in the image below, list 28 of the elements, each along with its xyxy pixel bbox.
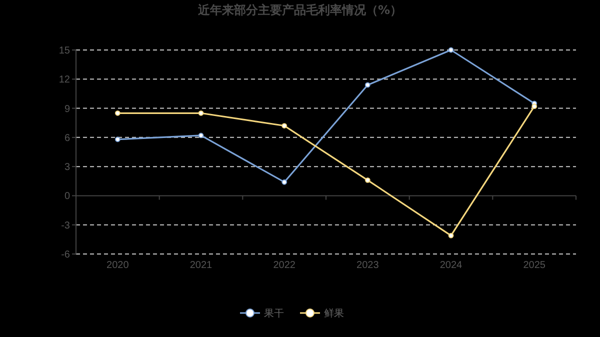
legend-label: 果干 <box>264 308 284 320</box>
y-tick-label: 15 <box>58 46 70 56</box>
point <box>114 136 120 142</box>
point <box>114 110 120 116</box>
y-tick-label: 12 <box>58 74 70 86</box>
y-tick-label: -3 <box>61 220 70 232</box>
x-tick-label: 2023 <box>356 260 380 271</box>
x-tick-label: 2024 <box>440 260 463 271</box>
point <box>282 123 288 128</box>
point <box>532 104 538 110</box>
point <box>198 110 204 116</box>
point <box>282 179 288 185</box>
x-tick-label: 2025 <box>523 260 546 271</box>
point <box>364 177 370 183</box>
x-tick-label: 2020 <box>106 260 130 271</box>
y-tick-label: 9 <box>64 104 70 115</box>
x-tick-label: 2022 <box>273 260 296 271</box>
chart-title: 近年来部分主要产品毛利率情况（%） <box>196 3 402 17</box>
point <box>364 82 370 88</box>
point <box>198 132 204 138</box>
x-tick-label: 2021 <box>190 260 213 271</box>
legend-label: 鲜果 <box>324 308 344 320</box>
y-tick-label: 3 <box>64 162 70 174</box>
point <box>448 47 454 53</box>
y-tick-label: 0 <box>64 191 70 202</box>
point <box>448 232 454 238</box>
y-tick-label: 6 <box>64 132 70 144</box>
y-tick-label: -6 <box>61 250 70 260</box>
